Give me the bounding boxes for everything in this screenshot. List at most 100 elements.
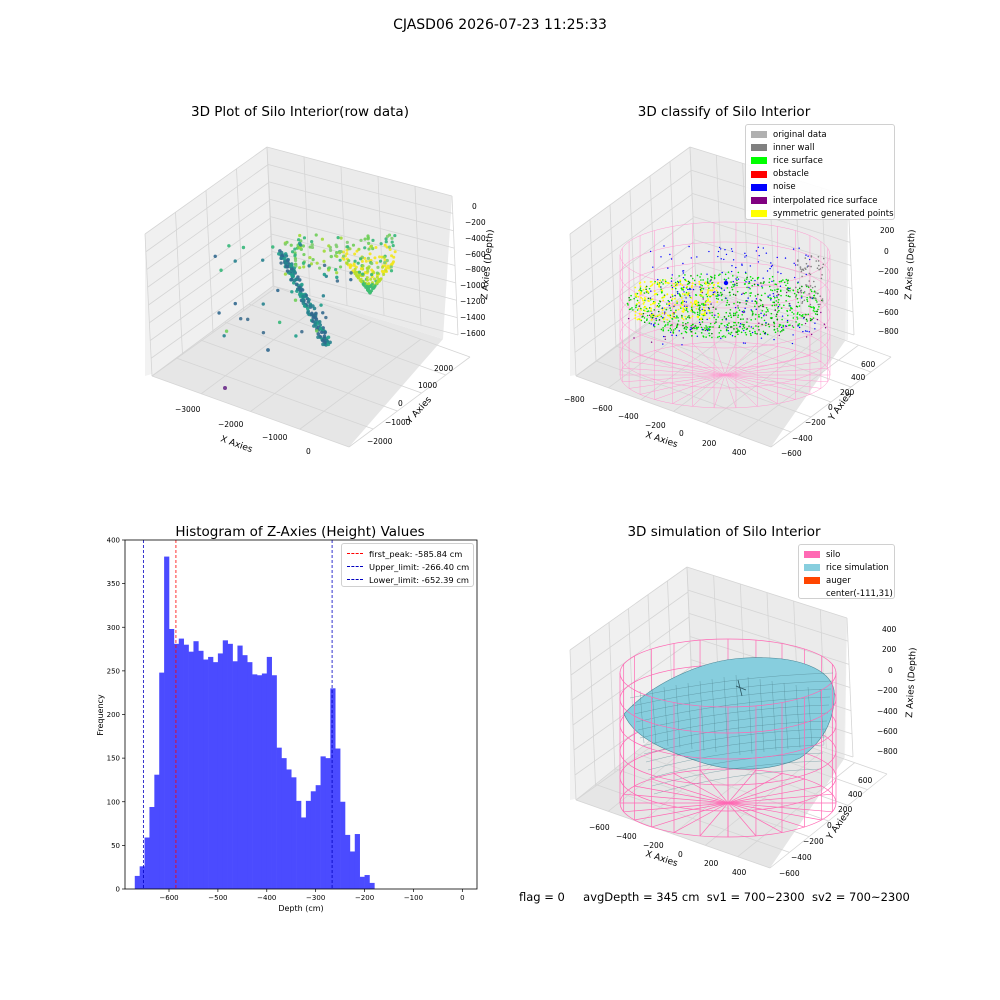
class-point: [773, 296, 776, 299]
histogram-bar: [301, 817, 307, 889]
class-point: [752, 313, 754, 315]
surface-mesh-line: [699, 680, 705, 751]
class-point: [785, 325, 788, 328]
class-point: [737, 333, 739, 336]
class-point: [814, 285, 816, 288]
class-point: [745, 303, 748, 305]
class-point: [698, 308, 700, 310]
class-point: [773, 338, 775, 341]
class-point: [801, 323, 803, 326]
scatter-point: [224, 329, 229, 333]
class-point: [777, 298, 780, 301]
silo-strut: [654, 374, 726, 400]
class-point: [754, 330, 756, 333]
class-point: [800, 291, 803, 294]
class-point: [664, 311, 666, 313]
class-point: [707, 303, 710, 306]
class-point: [653, 323, 655, 326]
class-point: [707, 291, 709, 293]
class-point: [649, 250, 652, 253]
class-point: [807, 313, 810, 316]
class-point: [760, 282, 762, 284]
histogram-bar: [188, 651, 194, 889]
scatter-point: [335, 245, 339, 249]
class-point: [680, 296, 683, 299]
class-point: [775, 304, 778, 306]
class-point: [681, 284, 684, 287]
scatter-point: [338, 258, 342, 262]
class-point: [663, 295, 666, 298]
pane-gridline: [769, 773, 888, 869]
class-point: [676, 284, 678, 287]
histogram-y-label: Frequency: [96, 694, 105, 736]
class-point: [774, 331, 777, 334]
class-point: [685, 280, 688, 282]
class-point: [676, 323, 679, 325]
class-point: [706, 318, 708, 321]
class-point: [690, 257, 693, 259]
class-point: [669, 307, 671, 309]
class-point: [744, 331, 747, 334]
class-point: [666, 314, 669, 317]
class-point: [646, 314, 649, 317]
class-point: [695, 307, 698, 310]
class-point: [695, 302, 698, 305]
class-point: [653, 309, 656, 311]
class-point: [643, 281, 646, 283]
class-point: [657, 323, 660, 326]
class-point: [766, 308, 769, 311]
legend-swatch: [751, 131, 767, 139]
class-point: [701, 308, 703, 311]
class-point: [802, 317, 805, 319]
class-point: [770, 312, 773, 315]
class-point: [689, 288, 692, 290]
pane-gridline: [770, 356, 892, 448]
class-point: [772, 279, 775, 282]
histogram-y-tick-label: 100: [107, 798, 120, 806]
class-point: [643, 301, 646, 304]
legend-label: center(-111,31): [826, 589, 893, 600]
class-point: [713, 277, 716, 280]
class-point: [709, 283, 711, 286]
class-point: [711, 314, 713, 317]
legend-line: [347, 579, 363, 581]
class-point: [710, 279, 712, 281]
class-point: [636, 299, 639, 302]
scatter-point: [389, 269, 394, 273]
class-point: [674, 287, 677, 290]
class-point: [664, 324, 667, 326]
scatter-point: [336, 236, 340, 240]
class-point: [806, 300, 809, 303]
class-point: [742, 292, 744, 294]
scatter-point: [324, 315, 328, 320]
p1-y-tick: 1000: [418, 381, 437, 390]
class-point: [683, 327, 686, 330]
class-point: [696, 256, 698, 258]
scatter-point: [383, 258, 387, 262]
class-point: [673, 297, 676, 300]
class-point: [682, 272, 684, 274]
class-point: [637, 307, 640, 310]
p4-x-tick: −600: [589, 823, 610, 832]
class-point: [717, 274, 720, 277]
class-point: [645, 288, 647, 291]
class-point: [676, 280, 679, 283]
class-point: [705, 293, 708, 296]
class-point: [717, 312, 719, 315]
class-point: [737, 278, 740, 280]
silo-strut: [713, 342, 726, 376]
scatter-point: [371, 287, 375, 291]
scatter-point: [384, 240, 388, 244]
class-point: [779, 324, 782, 326]
class-point: [658, 283, 660, 286]
class-point: [728, 332, 730, 334]
legend-label: obstacle: [773, 169, 809, 180]
scatter-point: [313, 321, 317, 325]
class-point: [763, 313, 766, 315]
histogram-y-tick-label: 0: [116, 886, 120, 894]
class-point: [768, 325, 771, 328]
scatter-point: [358, 257, 363, 261]
silo-strut: [724, 374, 758, 407]
class-point: [810, 306, 813, 309]
class-point: [788, 303, 791, 305]
